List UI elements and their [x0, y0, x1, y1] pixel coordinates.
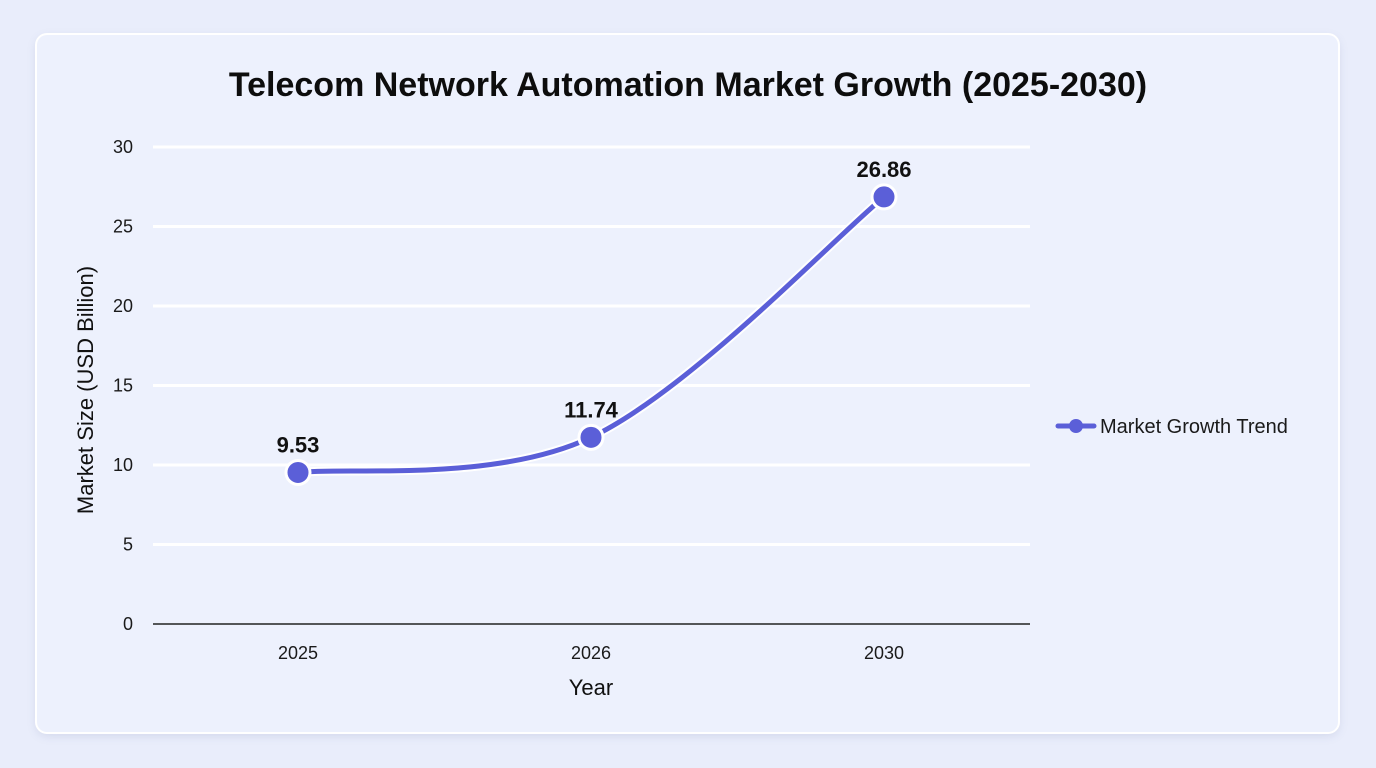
- x-axis-ticks: 2025 2026 2030: [278, 643, 904, 663]
- data-point: [577, 423, 605, 451]
- y-axis-title: Market Size (USD Billion): [73, 266, 98, 514]
- y-tick-label: 20: [113, 296, 133, 316]
- legend-label: Market Growth Trend: [1100, 416, 1288, 438]
- data-label: 11.74: [564, 397, 619, 422]
- data-point: [870, 183, 898, 211]
- data-point: [284, 458, 312, 486]
- x-tick-label: 2026: [571, 643, 611, 663]
- y-tick-label: 15: [113, 376, 133, 396]
- y-tick-label: 5: [123, 535, 133, 555]
- y-tick-label: 25: [113, 217, 133, 237]
- gridlines: [153, 145, 1030, 625]
- x-axis-title: Year: [569, 675, 613, 700]
- chart-title: Telecom Network Automation Market Growth…: [229, 66, 1147, 104]
- chart-card: [37, 35, 1338, 732]
- data-label: 9.53: [277, 432, 320, 457]
- series-market-growth: 9.53 11.74 26.86: [277, 157, 912, 486]
- y-tick-label: 10: [113, 455, 133, 475]
- legend-marker: [1069, 419, 1083, 433]
- data-label: 26.86: [856, 157, 911, 182]
- x-tick-label: 2030: [864, 643, 904, 663]
- legend: Market Growth Trend: [1055, 416, 1288, 438]
- x-tick-label: 2025: [278, 643, 318, 663]
- y-tick-label: 0: [123, 614, 133, 634]
- y-tick-label: 30: [113, 137, 133, 157]
- y-axis-ticks: 0 5 10 15 20 25 30: [113, 137, 133, 634]
